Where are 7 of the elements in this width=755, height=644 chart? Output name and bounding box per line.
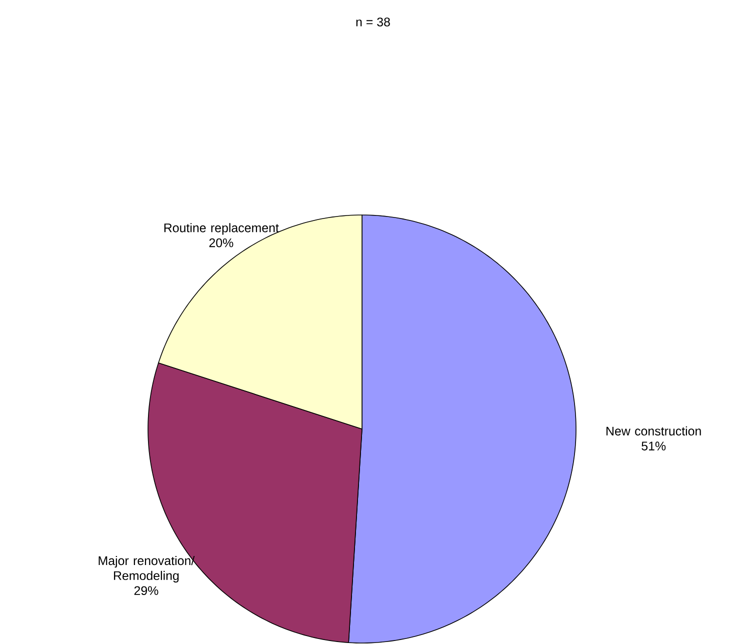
slice-label: New construction — [606, 426, 701, 436]
data-label: 29% — [134, 586, 158, 596]
chart-title: n = 38 — [356, 18, 390, 26]
data-label: 51% — [642, 442, 666, 450]
slice-label: Routine replacement — [164, 223, 279, 235]
data-label: 20% — [209, 238, 234, 248]
slice-label: Major renovation/ Remodeling — [98, 556, 195, 583]
